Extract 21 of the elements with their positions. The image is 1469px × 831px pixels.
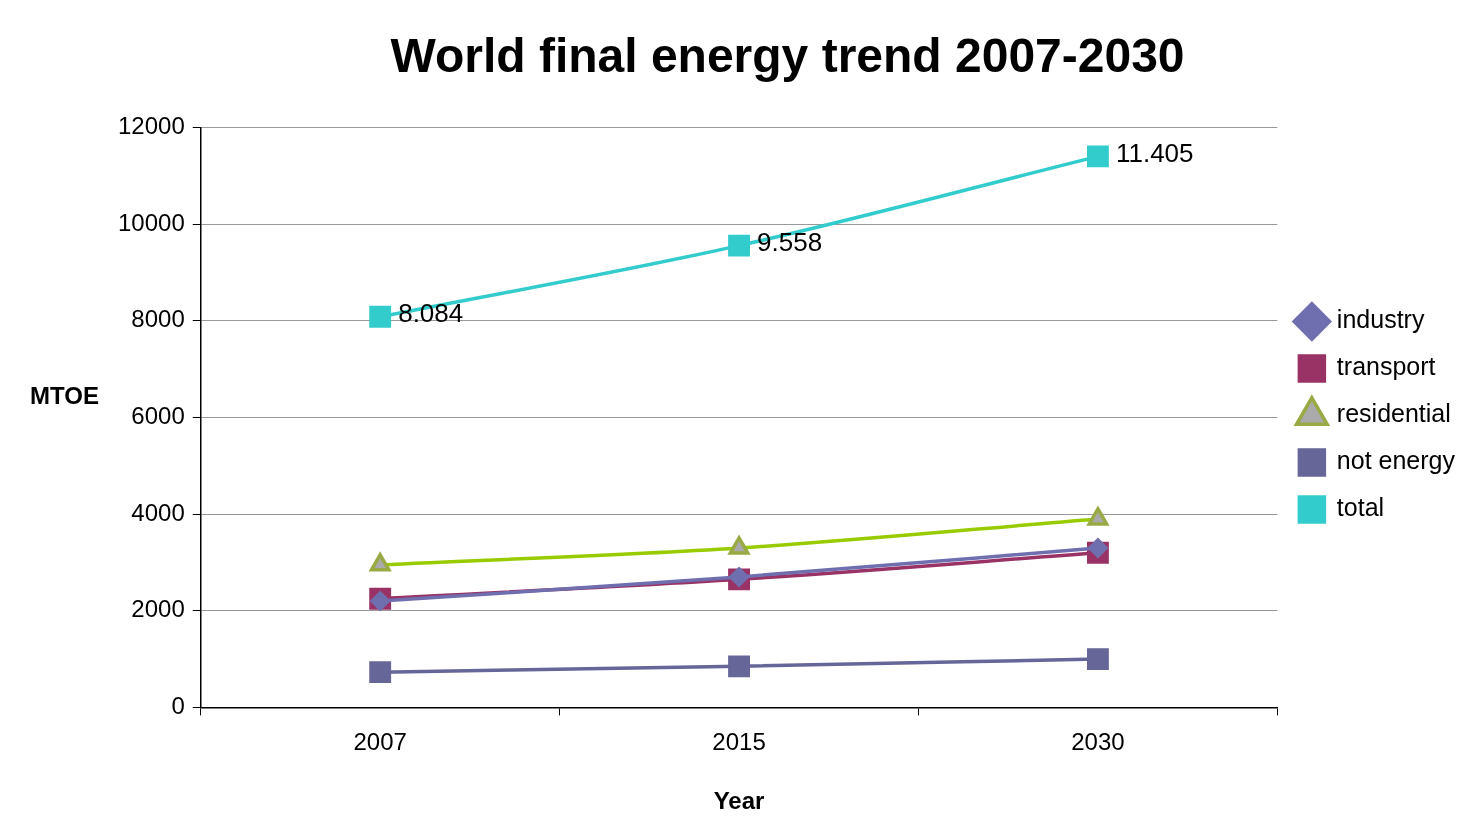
- legend-label: residential: [1336, 399, 1451, 428]
- chart-title: World final energy trend 2007-2030: [390, 29, 1185, 83]
- y-tick-label: 4000: [131, 498, 185, 526]
- legend-label: transport: [1336, 352, 1436, 381]
- data-label: 9.558: [757, 226, 823, 257]
- legend-label: industry: [1336, 305, 1425, 334]
- legend-label: total: [1336, 493, 1385, 522]
- y-axis-title: MTOE: [30, 382, 99, 410]
- data-label: 8.084: [398, 297, 464, 328]
- y-tick-label: 2000: [131, 595, 185, 623]
- data-label: 11.405: [1115, 137, 1194, 168]
- x-tick-label: 2015: [712, 728, 766, 756]
- y-tick-label: 10000: [117, 208, 185, 236]
- y-tick-label: 6000: [131, 402, 185, 430]
- x-tick-label: 2030: [1071, 728, 1125, 756]
- x-tick-label: 2007: [353, 728, 407, 756]
- y-tick-label: 8000: [131, 305, 185, 333]
- y-tick-label: 0: [171, 692, 185, 720]
- x-axis-title: Year: [713, 787, 765, 815]
- legend-label: not energy: [1336, 446, 1456, 475]
- y-tick-label: 12000: [117, 112, 185, 140]
